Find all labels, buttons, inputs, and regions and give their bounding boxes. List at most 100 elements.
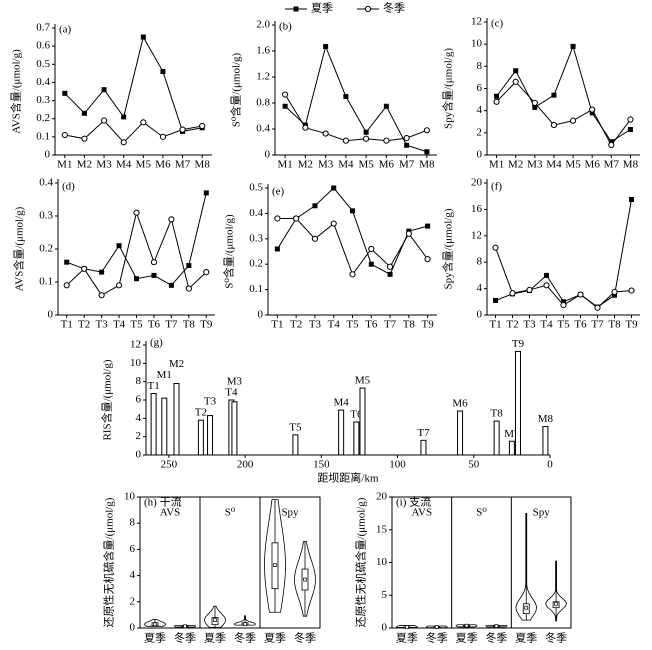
median bbox=[524, 605, 529, 610]
bar bbox=[508, 440, 515, 456]
marker bbox=[121, 114, 127, 120]
y-tick-label: 0.7 bbox=[36, 22, 50, 34]
x-tick-label: 冬季 bbox=[426, 631, 448, 645]
y-tick-label: 6 bbox=[136, 394, 142, 406]
marker bbox=[323, 43, 329, 49]
marker bbox=[424, 149, 430, 155]
marker bbox=[274, 246, 280, 252]
y-tick-label: 5 bbox=[382, 589, 388, 601]
marker bbox=[368, 245, 375, 253]
x-tick-label: M5 bbox=[358, 159, 374, 171]
series-line bbox=[64, 35, 203, 132]
median bbox=[243, 622, 247, 627]
marker bbox=[405, 230, 412, 237]
marker bbox=[98, 292, 105, 299]
x-tick-label: 夏季 bbox=[515, 632, 537, 645]
bar bbox=[359, 387, 366, 456]
marker bbox=[81, 110, 87, 116]
x-tick-label: T9 bbox=[200, 319, 213, 331]
x-tick-label: T7 bbox=[384, 319, 397, 331]
marker bbox=[199, 122, 206, 130]
marker bbox=[589, 106, 596, 113]
y-tick-label: 0.4 bbox=[256, 123, 270, 135]
y-tick-label: 0.6 bbox=[36, 40, 50, 52]
bar bbox=[161, 397, 168, 456]
x-tick-label: T4 bbox=[328, 319, 341, 331]
panel-label: (e) bbox=[272, 186, 285, 198]
bar bbox=[150, 393, 157, 456]
series-line bbox=[495, 247, 632, 309]
x-tick-label: T3 bbox=[523, 319, 536, 331]
y-tick-label: 2 bbox=[136, 430, 142, 442]
panel-label: (c) bbox=[491, 18, 504, 30]
marker bbox=[512, 78, 519, 85]
y-tick-label: 8 bbox=[136, 375, 142, 387]
y-axis-label: RIS含量/(μmol/g) bbox=[100, 359, 114, 440]
marker bbox=[81, 135, 88, 142]
x-tick-label: T4 bbox=[113, 319, 126, 331]
median bbox=[153, 622, 157, 627]
panel-label: (g) bbox=[150, 337, 163, 349]
bar-label: M6 bbox=[452, 398, 468, 410]
marker bbox=[403, 135, 410, 142]
y-tick-label: 0.3 bbox=[249, 232, 263, 244]
median bbox=[464, 623, 469, 628]
marker bbox=[561, 299, 566, 305]
marker bbox=[274, 215, 281, 222]
group-label: S⁰ bbox=[225, 507, 236, 519]
marker bbox=[550, 121, 558, 129]
y-axis-label: S⁰含量/(μmol/g) bbox=[229, 52, 243, 127]
marker bbox=[627, 127, 633, 133]
marker bbox=[330, 220, 337, 227]
y-tick-label: 10 bbox=[124, 491, 136, 503]
bar bbox=[207, 415, 214, 456]
marker bbox=[551, 92, 557, 98]
marker bbox=[140, 34, 146, 40]
x-tick-label: T6 bbox=[148, 319, 161, 331]
series-line bbox=[66, 192, 207, 286]
panel-label: (h) 干流 bbox=[144, 495, 182, 509]
x-tick-label: 100 bbox=[389, 459, 406, 471]
y-tick-label: 0.2 bbox=[249, 258, 263, 270]
marker bbox=[168, 282, 174, 288]
y-tick-label: 0 bbox=[130, 622, 136, 634]
bar bbox=[457, 410, 464, 456]
marker bbox=[425, 223, 431, 229]
marker bbox=[383, 137, 390, 144]
y-tick-label: 1.2 bbox=[256, 71, 270, 83]
marker bbox=[150, 259, 158, 266]
marker bbox=[64, 259, 70, 265]
y-tick-label: 0.4 bbox=[36, 76, 50, 88]
marker bbox=[302, 124, 309, 131]
y-axis-label: AVS含量/(μmol/g) bbox=[9, 49, 23, 134]
x-tick-label: 夏季 bbox=[204, 632, 226, 645]
x-tick-label: M1 bbox=[489, 159, 504, 171]
bar bbox=[231, 401, 238, 456]
x-tick-label: 冬季 bbox=[174, 631, 196, 645]
x-tick-label: 冬季 bbox=[294, 631, 316, 645]
x-tick-label: 夏季 bbox=[264, 632, 286, 645]
bar-label: T1 bbox=[148, 380, 160, 392]
x-tick-label: M6 bbox=[379, 159, 395, 171]
x-tick-label: M8 bbox=[195, 159, 211, 171]
median bbox=[554, 601, 558, 606]
marker bbox=[81, 265, 88, 272]
y-tick-label: 0.4 bbox=[39, 177, 53, 189]
group-label: AVS bbox=[160, 507, 181, 519]
y-tick-label: 0.4 bbox=[249, 207, 263, 219]
marker bbox=[363, 129, 369, 135]
bar-label: T2 bbox=[195, 407, 207, 419]
marker bbox=[159, 133, 167, 140]
x-tick-label: 冬季 bbox=[545, 631, 567, 645]
marker bbox=[134, 276, 139, 282]
median bbox=[183, 624, 187, 629]
y-tick-label: 20 bbox=[471, 177, 483, 189]
x-axis-label: 距坝距离/km bbox=[317, 471, 379, 485]
y-tick-label: 8 bbox=[477, 60, 483, 72]
x-tick-label: M1 bbox=[277, 159, 292, 171]
marker bbox=[312, 203, 318, 209]
y-tick-label: 1.6 bbox=[256, 45, 270, 57]
x-tick-label: M2 bbox=[508, 159, 523, 171]
